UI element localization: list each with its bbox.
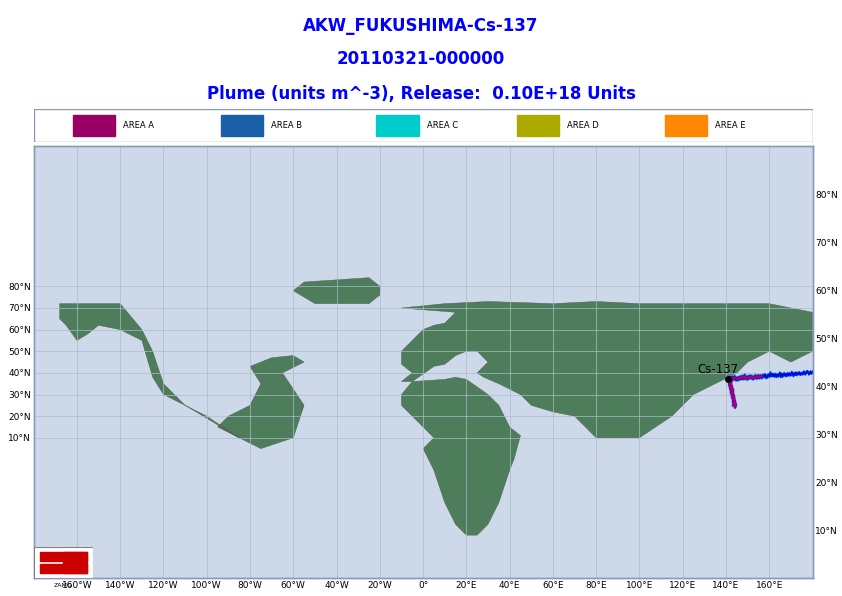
Text: Plume (units m^-3), Release:  0.10E+18 Units: Plume (units m^-3), Release: 0.10E+18 Un… (206, 85, 636, 103)
Bar (664, 115, 707, 136)
FancyBboxPatch shape (34, 109, 813, 142)
Text: AREA D: AREA D (568, 121, 599, 130)
Bar (517, 115, 559, 136)
Polygon shape (402, 302, 813, 438)
Bar (63, 552, 87, 573)
FancyBboxPatch shape (34, 547, 93, 578)
Text: AKW_FUKUSHIMA-Cs-137: AKW_FUKUSHIMA-Cs-137 (303, 17, 539, 35)
Text: AREA C: AREA C (427, 121, 458, 130)
Bar (40, 564, 87, 573)
Text: AREA A: AREA A (123, 121, 154, 130)
Text: 20110321-000000: 20110321-000000 (337, 49, 505, 68)
Text: AREA E: AREA E (715, 121, 746, 130)
Bar (72, 115, 115, 136)
Bar (40, 552, 87, 561)
Text: AREA B: AREA B (271, 121, 302, 130)
Polygon shape (60, 303, 304, 449)
Bar (221, 115, 264, 136)
Polygon shape (293, 278, 380, 303)
Bar (376, 115, 419, 136)
Text: Cs-137: Cs-137 (698, 363, 739, 376)
Polygon shape (402, 377, 520, 535)
Text: ZAMG: ZAMG (54, 583, 72, 588)
